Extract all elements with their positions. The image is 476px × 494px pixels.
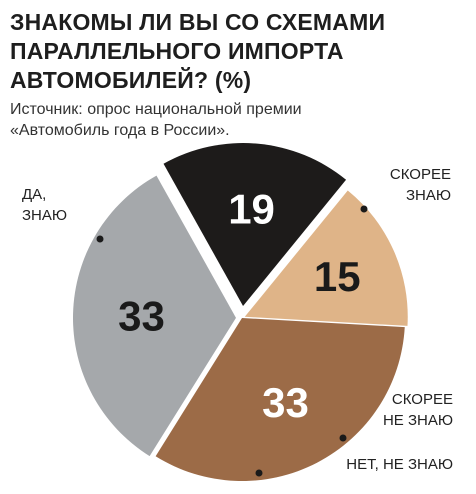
pie-slice-label-3: НЕТ, НЕ ЗНАЮ [346,456,453,473]
pie-slice-label-4: ДА, ЗНАЮ [22,186,67,224]
pie-slice-label-1: СКОРЕЕ ЗНАЮ [390,166,451,204]
pie-label-dot-4 [96,235,104,243]
chart-source: Источник: опрос национальной премии «Авт… [10,99,470,141]
chart-title-line-1: ЗНАКОМЫ ЛИ ВЫ СО СХЕМАМИ [10,9,386,35]
pie-slice-label-2-line-1: СКОРЕЕ [392,391,453,408]
pie-value-label-1: 33 [118,293,165,340]
pie-slice-label-2-line-2: НЕ ЗНАЮ [383,412,453,429]
pie-slice-label-1-line-2: ЗНАЮ [406,187,451,204]
chart-title: ЗНАКОМЫ ЛИ ВЫ СО СХЕМАМИ ПАРАЛЛЕЛЬНОГО И… [10,8,470,95]
pie-label-dot-2 [339,434,347,442]
pie-slice-label-4-line-1: ДА, [22,186,46,203]
chart-source-line-1: Источник: опрос национальной премии [10,101,302,118]
pie-slice-label-4-line-2: ЗНАЮ [22,207,67,224]
pie-value-labels: 33 19 15 33 [118,186,360,426]
pie-label-dot-1 [360,205,368,213]
pie-slice-label-3-line-1: НЕТ, НЕ ЗНАЮ [346,456,453,473]
chart-title-line-3: АВТОМОБИЛЕЙ? (%) [10,67,252,93]
chart-source-line-2: «Автомобиль года в России». [10,122,230,139]
pie-slice-3 [244,190,408,326]
pie-value-label-4: 33 [262,379,309,426]
pie-slice-label-1-line-1: СКОРЕЕ [390,166,451,183]
pie-slice-2 [163,143,347,307]
pie-value-label-3: 15 [314,253,361,300]
pie-slice-1 [73,175,237,457]
pie-label-dot-3 [255,469,263,477]
pie-value-label-2: 19 [228,186,275,233]
pie-external-labels: СКОРЕЕ ЗНАЮ СКОРЕЕ НЕ ЗНАЮ НЕТ, НЕ ЗНАЮ ДА, ЗН… [22,166,453,477]
chart-title-line-2: ПАРАЛЛЕЛЬНОГО ИМПОРТА [10,38,344,64]
pie-slice-label-2: СКОРЕЕ НЕ ЗНАЮ [383,391,453,429]
